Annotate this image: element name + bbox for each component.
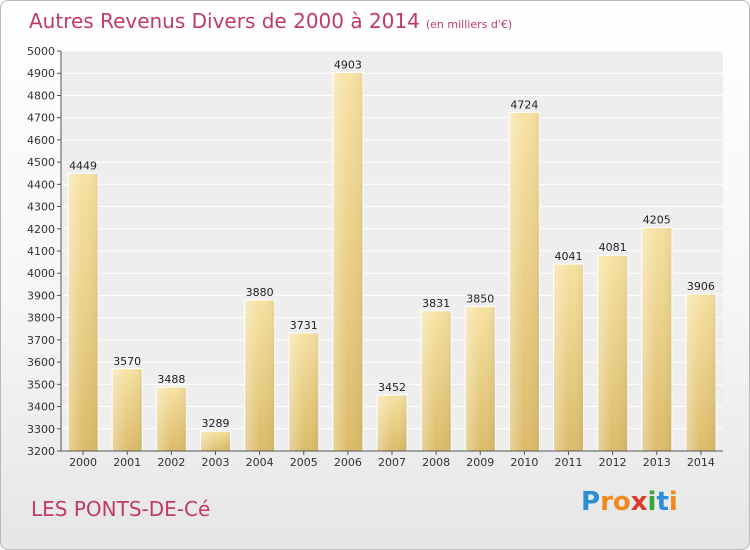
bar-shade (553, 264, 584, 451)
bar-value-label: 3452 (378, 381, 406, 394)
chart-unit-note: (en milliers d'€) (425, 18, 513, 31)
bar-value-label: 3289 (201, 417, 229, 430)
x-tick-label: 2012 (599, 456, 627, 469)
bar-value-label: 4724 (510, 98, 538, 111)
y-tick-label: 4200 (27, 223, 55, 236)
bar-value-label: 3831 (422, 297, 450, 310)
bar-shade (685, 294, 716, 451)
bar-value-label: 3880 (246, 286, 274, 299)
y-tick-label: 3900 (27, 289, 55, 302)
logo-letter: x (630, 487, 648, 517)
logo-letter: t (656, 487, 669, 517)
logo-letter: i (668, 487, 678, 517)
x-tick-label: 2010 (510, 456, 538, 469)
x-tick-label: 2002 (157, 456, 185, 469)
y-tick-label: 5000 (27, 45, 55, 58)
x-tick-label: 2014 (687, 456, 715, 469)
x-tick-label: 2006 (334, 456, 362, 469)
bar-shade (68, 173, 99, 451)
bar-value-label: 4903 (334, 59, 362, 72)
y-tick-label: 3600 (27, 356, 55, 369)
bar-shade (156, 387, 187, 451)
x-axis: 2000 2001 2002 2003 2004 2005 2006 2007 2008 2009… (61, 450, 723, 469)
x-tick-label: 2000 (69, 456, 97, 469)
logo-letter: P (581, 487, 601, 517)
y-tick-label: 4100 (27, 245, 55, 258)
bar-value-label: 3850 (466, 293, 494, 306)
bar-shade (244, 299, 275, 451)
commune-name: LES PONTS-DE-Cé (31, 497, 211, 521)
bar-shade (377, 395, 407, 451)
x-tick-label: 2011 (555, 456, 583, 469)
y-tick-label: 3400 (27, 401, 55, 414)
chart-title: Autres Revenus Divers de 2000 à 2014 (en … (29, 9, 512, 33)
y-tick-label: 4500 (27, 156, 55, 169)
bar-value-label: 3570 (113, 355, 141, 368)
bar-value-label: 3731 (290, 319, 318, 332)
bar-value-label: 3906 (687, 280, 715, 293)
y-tick-label: 3500 (27, 378, 55, 391)
bar-shade (597, 255, 628, 451)
y-tick-label: 3300 (27, 423, 55, 436)
bar-shade (332, 72, 363, 452)
bar-shade (112, 368, 143, 451)
y-tick-label: 3200 (27, 445, 55, 458)
y-tick-label: 3800 (27, 312, 55, 325)
x-tick-label: 2007 (378, 456, 406, 469)
y-tick-label: 4900 (27, 67, 55, 80)
bar-shade (509, 112, 540, 451)
y-tick-label: 4700 (27, 112, 55, 125)
chart-title-main: Autres Revenus Divers de 2000 à 2014 (29, 9, 420, 33)
y-tick-label: 4300 (27, 201, 55, 214)
bar-shade (641, 227, 672, 451)
proxiti-logo[interactable]: Proxiti (581, 487, 678, 517)
logo-letter: i (647, 487, 657, 517)
y-tick-label: 4800 (27, 89, 55, 102)
x-tick-label: 2004 (246, 456, 274, 469)
bar-shade (465, 306, 496, 451)
y-tick-label: 4600 (27, 134, 55, 147)
y-tick-label: 4000 (27, 267, 55, 280)
x-tick-label: 2008 (422, 456, 450, 469)
bar-value-label: 4449 (69, 159, 97, 172)
bar-value-label: 4041 (555, 250, 583, 263)
y-tick-label: 3700 (27, 334, 55, 347)
bars: 4449 3570 3488 3289 3880 3731 4903 3452 3831 3850… (67, 59, 717, 452)
bar-shade (288, 333, 319, 451)
x-tick-label: 2001 (113, 456, 141, 469)
y-tick-label: 4400 (27, 178, 55, 191)
y-axis: 3200 3300 3400 3500 3600 3700 3800 3900 4000 4100… (27, 45, 62, 458)
bar-shade (421, 310, 452, 451)
bar-shade (200, 431, 231, 451)
logo-letter: o (612, 487, 631, 517)
x-tick-label: 2013 (643, 456, 671, 469)
x-tick-label: 2009 (466, 456, 494, 469)
bar-value-label: 4205 (643, 214, 671, 227)
logo-letter: r (600, 487, 613, 517)
bar-value-label: 3488 (157, 373, 185, 386)
x-tick-label: 2005 (290, 456, 318, 469)
x-tick-label: 2003 (201, 456, 229, 469)
bar-value-label: 4081 (599, 241, 627, 254)
